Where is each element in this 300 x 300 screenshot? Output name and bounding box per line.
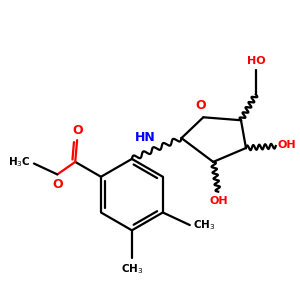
Text: O: O <box>73 124 83 137</box>
Text: OH: OH <box>278 140 296 150</box>
Text: HN: HN <box>134 130 155 144</box>
Text: CH$_3$: CH$_3$ <box>193 218 215 232</box>
Text: CH$_3$: CH$_3$ <box>121 262 143 276</box>
Text: O: O <box>195 99 206 112</box>
Text: OH: OH <box>210 196 229 206</box>
Text: HO: HO <box>247 56 265 66</box>
Text: H$_3$C: H$_3$C <box>8 156 31 170</box>
Text: O: O <box>52 178 63 191</box>
